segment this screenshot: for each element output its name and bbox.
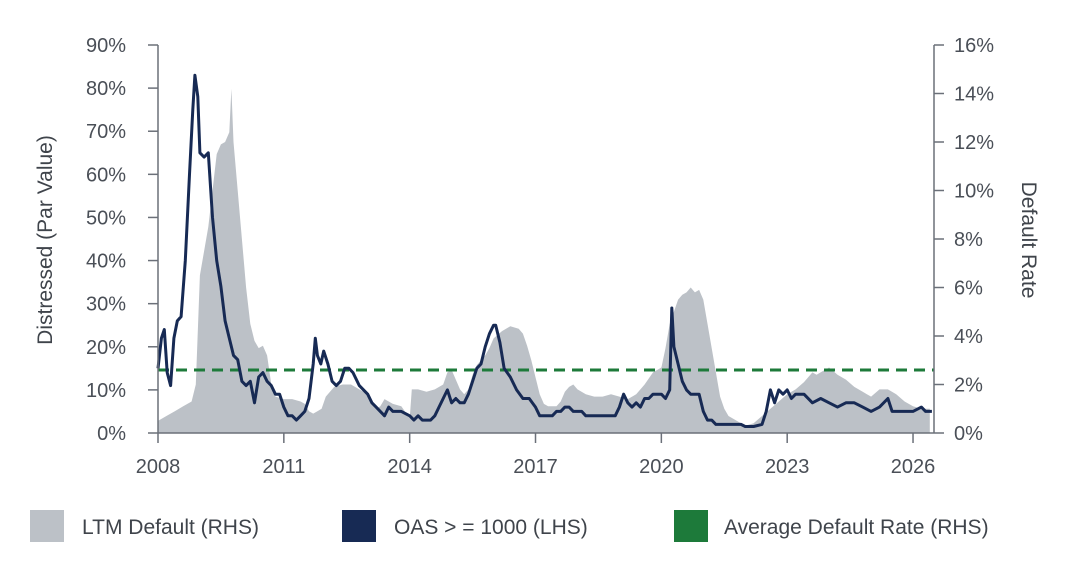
legend-swatch-ltm-default bbox=[30, 510, 64, 542]
y-right-tick-label: 6% bbox=[954, 278, 983, 300]
y-right-tick-label: 0% bbox=[954, 423, 983, 445]
x-tick-label: 2020 bbox=[639, 456, 684, 478]
y-left-tick-label: 50% bbox=[86, 207, 126, 229]
ltm-default-area-group bbox=[158, 88, 930, 433]
y-right-tick-label: 16% bbox=[954, 35, 994, 57]
legend: LTM Default (RHS) OAS > = 1000 (LHS) Ave… bbox=[30, 510, 989, 542]
y-right-tick-label: 12% bbox=[954, 132, 994, 154]
y-left-tick-label: 10% bbox=[86, 380, 126, 402]
ltm-default-area bbox=[158, 88, 930, 433]
x-tick-label: 2017 bbox=[513, 456, 558, 478]
x-tick-label: 2023 bbox=[765, 456, 810, 478]
legend-label-oas: OAS > = 1000 (LHS) bbox=[394, 516, 588, 539]
y-left-tick-label: 0% bbox=[97, 423, 126, 445]
legend-label-average-default: Average Default Rate (RHS) bbox=[724, 516, 989, 539]
legend-swatch-oas bbox=[342, 510, 376, 542]
y-left-tick-label: 70% bbox=[86, 121, 126, 143]
y-right-axis-title: Default Rate bbox=[1017, 182, 1040, 299]
y-right-tick-label: 10% bbox=[954, 181, 994, 203]
oas-line bbox=[156, 73, 932, 428]
y-right-tick-label: 4% bbox=[954, 326, 983, 348]
ticks-group: 0% 10% 20% 30% 40% 50% 60% 70% 80% 90% 0% 2% 4% 6% 8% 1… bbox=[86, 35, 994, 478]
x-tick-label: 2011 bbox=[262, 456, 305, 478]
y-right-tick-label: 8% bbox=[954, 229, 983, 251]
y-left-axis-title: Distressed (Par Value) bbox=[34, 135, 57, 345]
legend-swatch-average-default bbox=[674, 510, 708, 542]
x-tick-label: 2026 bbox=[891, 456, 936, 478]
x-tick-label: 2014 bbox=[387, 456, 432, 478]
oas-line-group bbox=[156, 73, 932, 428]
y-left-tick-label: 20% bbox=[86, 337, 126, 359]
x-tick-label: 2008 bbox=[136, 456, 181, 478]
y-right-tick-label: 2% bbox=[954, 375, 983, 397]
y-left-tick-label: 60% bbox=[86, 164, 126, 186]
legend-label-ltm-default: LTM Default (RHS) bbox=[82, 516, 259, 539]
y-left-tick-label: 90% bbox=[86, 35, 126, 57]
y-right-tick-label: 14% bbox=[954, 84, 994, 106]
y-left-tick-label: 40% bbox=[86, 251, 126, 273]
y-left-tick-label: 80% bbox=[86, 78, 126, 100]
y-left-tick-label: 30% bbox=[86, 294, 126, 316]
